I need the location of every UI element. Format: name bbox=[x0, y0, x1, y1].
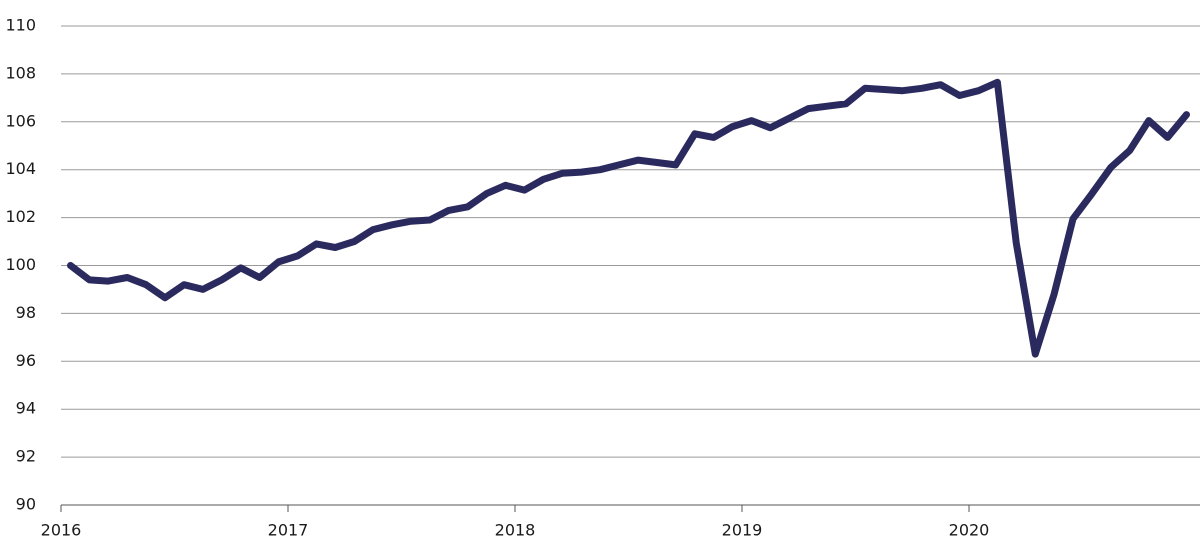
y-tick-label: 100 bbox=[5, 255, 36, 274]
y-tick-label: 92 bbox=[16, 447, 36, 466]
y-tick-label: 108 bbox=[5, 63, 36, 82]
y-tick-label: 98 bbox=[16, 303, 36, 322]
y-tick-label: 104 bbox=[5, 159, 36, 178]
data-line bbox=[67, 78, 1190, 358]
x-tick-label: 2017 bbox=[268, 521, 309, 540]
x-tick-label: 2019 bbox=[722, 521, 763, 540]
x-tick-label: 2020 bbox=[949, 521, 990, 540]
y-tick-label: 90 bbox=[16, 495, 36, 514]
x-tick-label: 2018 bbox=[495, 521, 536, 540]
y-tick-label: 102 bbox=[5, 207, 36, 226]
x-tick-label: 2016 bbox=[41, 521, 82, 540]
y-tick-label: 106 bbox=[5, 111, 36, 130]
y-tick-label: 94 bbox=[16, 399, 36, 418]
y-tick-label: 96 bbox=[16, 351, 36, 370]
y-tick-label: 110 bbox=[5, 16, 36, 35]
